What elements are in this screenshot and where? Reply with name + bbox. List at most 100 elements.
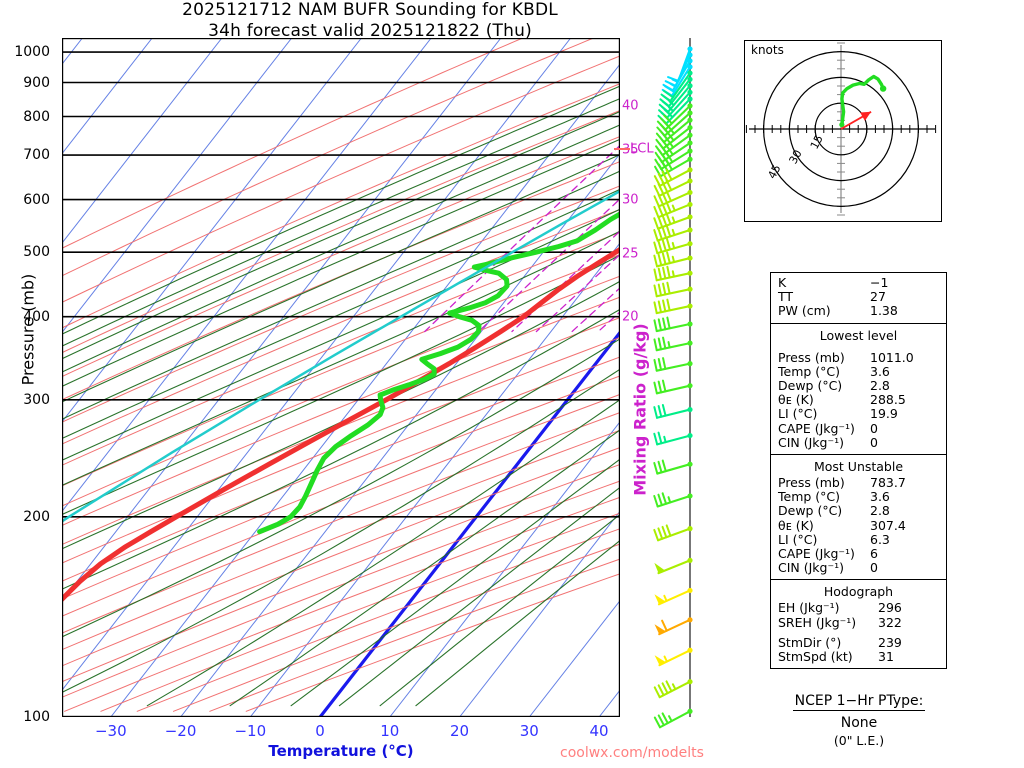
sounding-indices-panel: K −1 TT 27 PW (cm) 1.38 Lowest level Pre… xyxy=(770,272,947,670)
hodograph-stats-section: Hodograph EH (Jkg⁻¹) 296 SREH (Jkg⁻¹) 322 S… xyxy=(771,580,946,668)
svg-text:45: 45 xyxy=(765,163,783,181)
lowest-level-rows: Press (mb) 1011.0 Temp (°C) 3.6 Dewp (°C) 2.8… xyxy=(771,350,946,450)
index-row: CIN (Jkg⁻¹) 0 xyxy=(771,561,946,575)
most-unstable-rows: Press (mb) 783.7 Temp (°C) 3.6 Dewp (°C) 2.8 θ… xyxy=(771,475,946,575)
index-value: −1 xyxy=(870,275,889,290)
index-value: 783.7 xyxy=(870,475,906,491)
pressure-tick-label: 100 xyxy=(23,709,50,725)
index-value: 239 xyxy=(878,634,902,650)
pressure-tick-label: 300 xyxy=(23,391,50,408)
storm-motion-rows: StmDir (°) 239 StmSpd (kt) 31 xyxy=(771,634,946,664)
index-value: 1.38 xyxy=(870,303,898,319)
index-row: PW (cm) 1.38 xyxy=(771,304,946,318)
index-label: θᴇ (K) xyxy=(778,392,814,408)
pressure-tick-label: 500 xyxy=(23,244,50,261)
temperature-axis-labels: −30 −20 −10 0 10 20 30 40 xyxy=(62,722,620,742)
temperature-tick-label: 10 xyxy=(380,722,400,740)
index-row: θᴇ (K) 288.5 xyxy=(771,393,946,407)
index-row: Press (mb) 783.7 xyxy=(771,475,946,491)
ptype-block: NCEP 1−Hr PType: None (0" L.E.) xyxy=(744,690,974,748)
temperature-tick-label: −20 xyxy=(164,722,197,740)
most-unstable-section: Most Unstable Press (mb) 783.7 Temp (°C) 3.… xyxy=(771,455,946,581)
index-label: CAPE (Jkg⁻¹) xyxy=(778,420,855,436)
index-row: CAPE (Jkg⁻¹) 6 xyxy=(771,546,946,562)
index-row: EH (Jkg⁻¹) 296 xyxy=(771,601,946,615)
index-row: Press (mb) 1011.0 xyxy=(771,350,946,365)
title-line-2: 34h forecast valid 2025121822 (Thu) xyxy=(208,21,532,41)
pressure-tick-label: 1000 xyxy=(14,44,50,61)
index-label: θᴇ (K) xyxy=(778,517,814,533)
temperature-tick-label: −10 xyxy=(234,722,267,740)
ptype-amount: (0" L.E.) xyxy=(833,733,885,748)
index-value: 3.6 xyxy=(870,363,890,379)
index-value: 6 xyxy=(870,546,878,562)
pressure-axis-labels: 100 200 300 400 500 600 700 800 900 1000 xyxy=(0,38,58,725)
index-label: Temp (°C) xyxy=(778,489,841,505)
index-label: LI (°C) xyxy=(778,531,818,547)
index-row: SREH (Jkg⁻¹) 322 xyxy=(771,614,946,630)
lowest-level-heading: Lowest level xyxy=(819,327,898,343)
index-row: Temp (°C) 3.6 xyxy=(771,363,946,379)
index-value: 296 xyxy=(878,600,902,616)
hodograph-units-label: knots xyxy=(751,43,784,57)
index-label: EH (Jkg⁻¹) xyxy=(778,600,840,616)
wind-barb-column xyxy=(653,38,693,729)
indices-top-section: K −1 TT 27 PW (cm) 1.38 xyxy=(771,273,946,324)
hodograph-plot: knots 15 30 45 xyxy=(744,33,942,225)
index-row: LI (°C) 6.3 xyxy=(771,531,946,547)
temperature-tick-label: 20 xyxy=(450,722,470,740)
watermark: coolwx.com/modelts xyxy=(560,745,704,761)
index-row: Temp (°C) 3.6 xyxy=(771,490,946,504)
index-row: StmSpd (kt) 31 xyxy=(771,649,946,664)
x-axis-title: Temperature (°C) xyxy=(268,742,414,760)
index-label: CIN (Jkg⁻¹) xyxy=(778,434,844,450)
index-value: 3.6 xyxy=(870,489,890,505)
index-value: 2.8 xyxy=(870,503,890,519)
index-value: 322 xyxy=(878,614,902,630)
index-value: 19.9 xyxy=(870,406,898,422)
index-label: Temp (°C) xyxy=(778,363,841,379)
index-row: LI (°C) 19.9 xyxy=(771,407,946,421)
pressure-tick-label: 900 xyxy=(23,74,50,91)
lowest-level-section: Lowest level Press (mb) 1011.0 Temp (°C) 3.… xyxy=(771,324,946,456)
skewt-diagram xyxy=(62,38,620,717)
temperature-tick-label: −30 xyxy=(94,722,127,740)
index-label: K xyxy=(778,275,787,290)
index-row: TT 27 xyxy=(771,290,946,304)
index-label: LI (°C) xyxy=(778,406,818,422)
index-row: Dewp (°C) 2.8 xyxy=(771,378,946,394)
index-label: CIN (Jkg⁻¹) xyxy=(778,560,844,576)
index-label: Press (mb) xyxy=(778,475,845,491)
index-value: 0 xyxy=(870,420,878,436)
pressure-tick-label: 200 xyxy=(23,508,50,525)
index-label: SREH (Jkg⁻¹) xyxy=(778,614,857,630)
index-value: 27 xyxy=(870,289,886,305)
svg-text:15: 15 xyxy=(808,133,826,151)
index-row: Dewp (°C) 2.8 xyxy=(771,504,946,518)
ptype-value: None xyxy=(840,715,878,731)
hodograph-stats-heading: Hodograph xyxy=(823,584,894,600)
index-row: StmDir (°) 239 xyxy=(771,634,946,650)
index-value: 0 xyxy=(870,560,878,576)
index-value: 2.8 xyxy=(870,378,890,394)
index-label: Dewp (°C) xyxy=(778,503,843,519)
index-value: 307.4 xyxy=(870,517,906,533)
index-row: K −1 xyxy=(771,275,946,290)
temperature-tick-label: 0 xyxy=(315,722,325,740)
pressure-tick-label: 600 xyxy=(23,191,50,208)
index-row: CIN (Jkg⁻¹) 0 xyxy=(771,434,946,450)
pressure-tick-label: 800 xyxy=(23,108,50,125)
index-label: StmDir (°) xyxy=(778,634,842,650)
index-value: 6.3 xyxy=(870,531,890,547)
index-label: PW (cm) xyxy=(778,303,831,319)
index-value: 0 xyxy=(870,434,878,450)
y-axis-title: Pressure (mb) xyxy=(18,273,38,386)
index-value: 288.5 xyxy=(870,392,906,408)
most-unstable-heading: Most Unstable xyxy=(813,459,904,475)
pressure-tick-label: 700 xyxy=(23,147,50,164)
index-label: Dewp (°C) xyxy=(778,378,843,394)
ptype-heading: NCEP 1−Hr PType: xyxy=(792,693,926,711)
index-label: TT xyxy=(778,289,794,305)
index-label: CAPE (Jkg⁻¹) xyxy=(778,546,855,562)
title-line-1: 2025121712 NAM BUFR Sounding for KBDL xyxy=(182,0,558,20)
